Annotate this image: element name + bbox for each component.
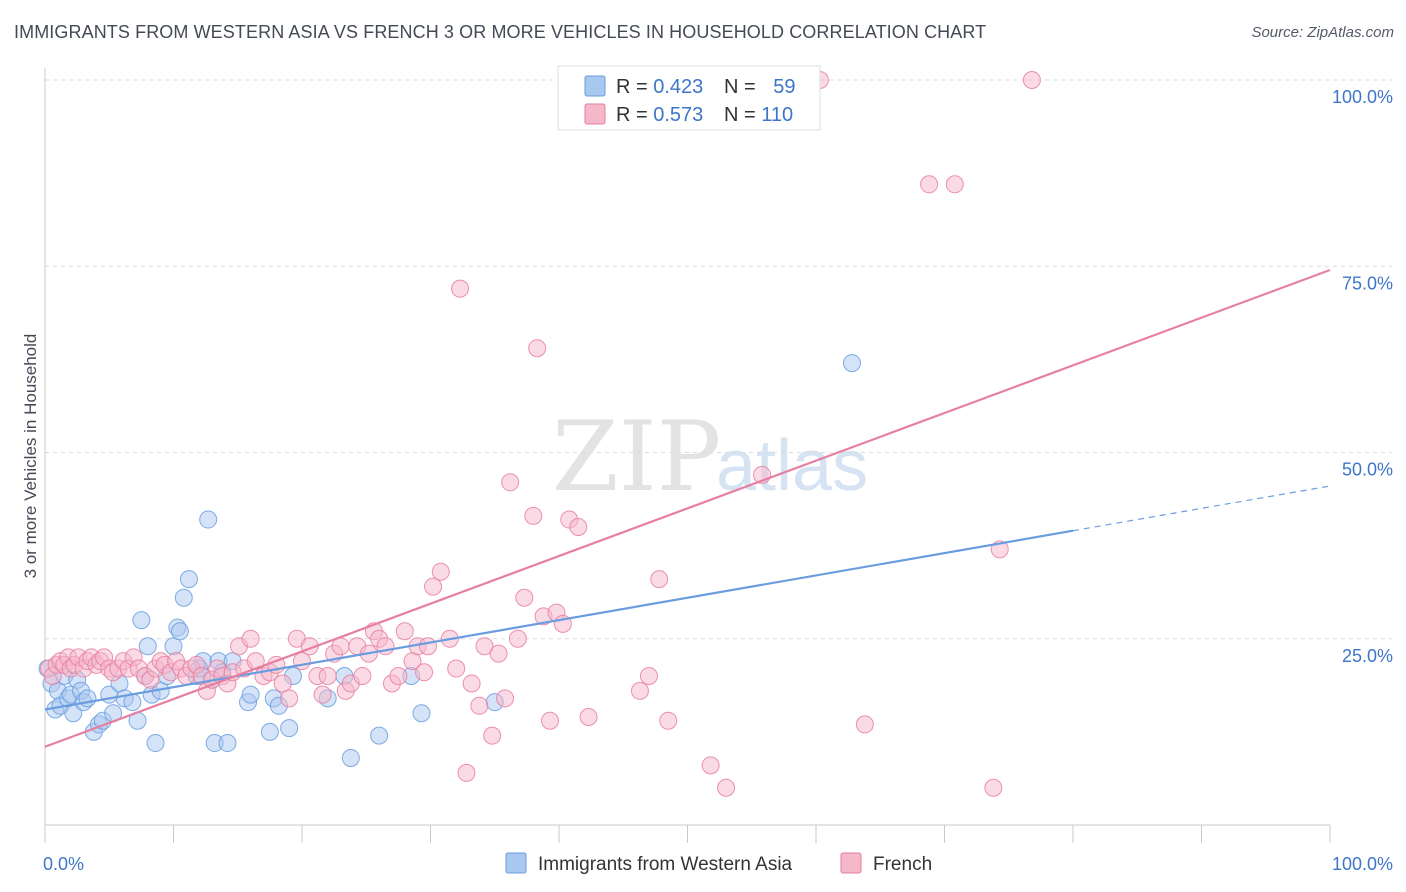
- legend-n-value-2: 110: [761, 104, 793, 126]
- y-tick-label-50: 50.0%: [1342, 460, 1393, 480]
- point-french-77: [457, 763, 476, 782]
- point-french-80: [475, 637, 494, 656]
- legend-r-label-1: R =: [616, 76, 653, 98]
- point-french-87: [524, 506, 543, 525]
- legend-r-value-1: 0.423: [653, 76, 703, 98]
- x-tick-label-min: 0.0%: [43, 854, 84, 874]
- point-french-85: [508, 629, 527, 648]
- correlation-legend: R = 0.423 N = 59 R = 0.573 N = 110: [557, 65, 821, 131]
- x-ticks: [44, 825, 1331, 843]
- legend-n-label-1: N =: [724, 76, 761, 98]
- point-french-94: [569, 518, 588, 536]
- point-french-98: [650, 570, 669, 589]
- legend-swatch-blue: [584, 75, 606, 97]
- point-western-asia-31: [170, 622, 189, 641]
- point-french-71: [418, 637, 437, 656]
- y-tick-label-75: 75.0%: [1342, 273, 1393, 293]
- point-french-100: [701, 756, 720, 775]
- trend-lines: [44, 268, 1331, 748]
- series-legend-swatch-pink: [840, 852, 862, 874]
- trend-line-western-asia: [44, 529, 1074, 711]
- y-axis-title: 3 or more Vehicles in Household: [21, 334, 40, 579]
- point-french-90: [541, 711, 560, 730]
- point-western-asia-45: [241, 685, 260, 704]
- point-french-82: [489, 644, 508, 663]
- series-legend-label-blue: Immigrants from Western Asia: [538, 854, 793, 875]
- point-western-asia-26: [146, 734, 165, 753]
- legend-row-1-n: N = 59: [724, 76, 796, 98]
- point-french-83: [496, 689, 515, 708]
- point-french-48: [280, 689, 299, 708]
- point-french-86: [515, 588, 534, 607]
- legend-row-2: R = 0.573: [616, 104, 703, 126]
- point-french-95: [579, 707, 598, 726]
- watermark-zip-text: ZIP: [552, 401, 721, 513]
- point-western-asia-37: [199, 510, 218, 529]
- point-french-70: [415, 663, 434, 682]
- point-french-105: [920, 175, 939, 194]
- point-french-75: [447, 659, 466, 678]
- point-western-asia-56: [412, 704, 431, 723]
- x-tick-label-max: 100.0%: [1332, 854, 1393, 874]
- point-french-96: [630, 681, 649, 700]
- point-french-50: [293, 652, 311, 671]
- legend-row-2-n: N = 110: [724, 104, 793, 126]
- point-french-78: [462, 674, 481, 693]
- y-tick-label-25: 25.0%: [1342, 646, 1393, 666]
- point-french-67: [395, 622, 414, 641]
- watermark: ZIP atlas: [552, 401, 868, 513]
- series-legend: Immigrants from Western Asia French: [505, 852, 932, 875]
- point-french-101: [717, 778, 736, 797]
- series-legend-label-pink: French: [873, 854, 932, 875]
- point-western-asia-33: [179, 570, 198, 589]
- point-french-76: [451, 279, 470, 298]
- trend-line-western-asia-extension: [1072, 485, 1331, 532]
- y-tick-labels: 25.0% 50.0% 75.0% 100.0%: [1332, 87, 1393, 666]
- point-french-97: [639, 667, 658, 685]
- legend-r-value-2: 0.573: [653, 104, 703, 126]
- legend-swatch-pink: [584, 103, 606, 125]
- point-french-106: [945, 175, 964, 194]
- point-french-99: [659, 711, 678, 730]
- point-western-asia-42: [218, 734, 237, 753]
- series-immigrants-western-asia: [38, 354, 861, 767]
- legend-r-label-2: R =: [616, 104, 653, 126]
- point-western-asia-53: [341, 748, 360, 767]
- point-french-54: [318, 667, 337, 685]
- point-western-asia-32: [174, 588, 193, 607]
- point-french-66: [389, 667, 408, 685]
- point-french-42: [241, 629, 260, 648]
- legend-n-label-2: N =: [724, 104, 761, 126]
- point-french-53: [313, 685, 332, 704]
- point-western-asia-46: [260, 722, 279, 741]
- chart-title: IMMIGRANTS FROM WESTERN ASIA VS FRENCH 3…: [14, 22, 987, 42]
- point-western-asia-54: [370, 726, 389, 745]
- point-french-72: [424, 577, 443, 596]
- watermark-atlas-text: atlas: [716, 426, 868, 506]
- legend-n-value-1: 59: [773, 76, 795, 98]
- point-french-81: [483, 726, 502, 745]
- point-western-asia-58: [842, 354, 861, 373]
- legend-row-1: R = 0.423: [616, 76, 703, 98]
- point-french-88: [528, 339, 547, 358]
- point-western-asia-24: [138, 637, 157, 656]
- point-french-60: [353, 667, 372, 685]
- point-french-47: [273, 674, 292, 693]
- trend-line-french: [44, 268, 1331, 748]
- y-tick-label-100: 100.0%: [1332, 87, 1393, 107]
- point-french-107: [984, 778, 1003, 797]
- point-french-104: [855, 715, 874, 734]
- point-western-asia-49: [280, 719, 299, 738]
- point-french-84: [501, 473, 520, 492]
- point-french-109: [1022, 71, 1041, 89]
- series-legend-swatch-blue: [505, 852, 527, 874]
- source-credit: Source: ZipAtlas.com: [1251, 24, 1394, 41]
- point-western-asia-22: [132, 611, 151, 630]
- gridlines: [45, 79, 1392, 640]
- point-french-79: [470, 696, 489, 715]
- point-french-73: [431, 562, 450, 581]
- series-french: [39, 71, 1041, 797]
